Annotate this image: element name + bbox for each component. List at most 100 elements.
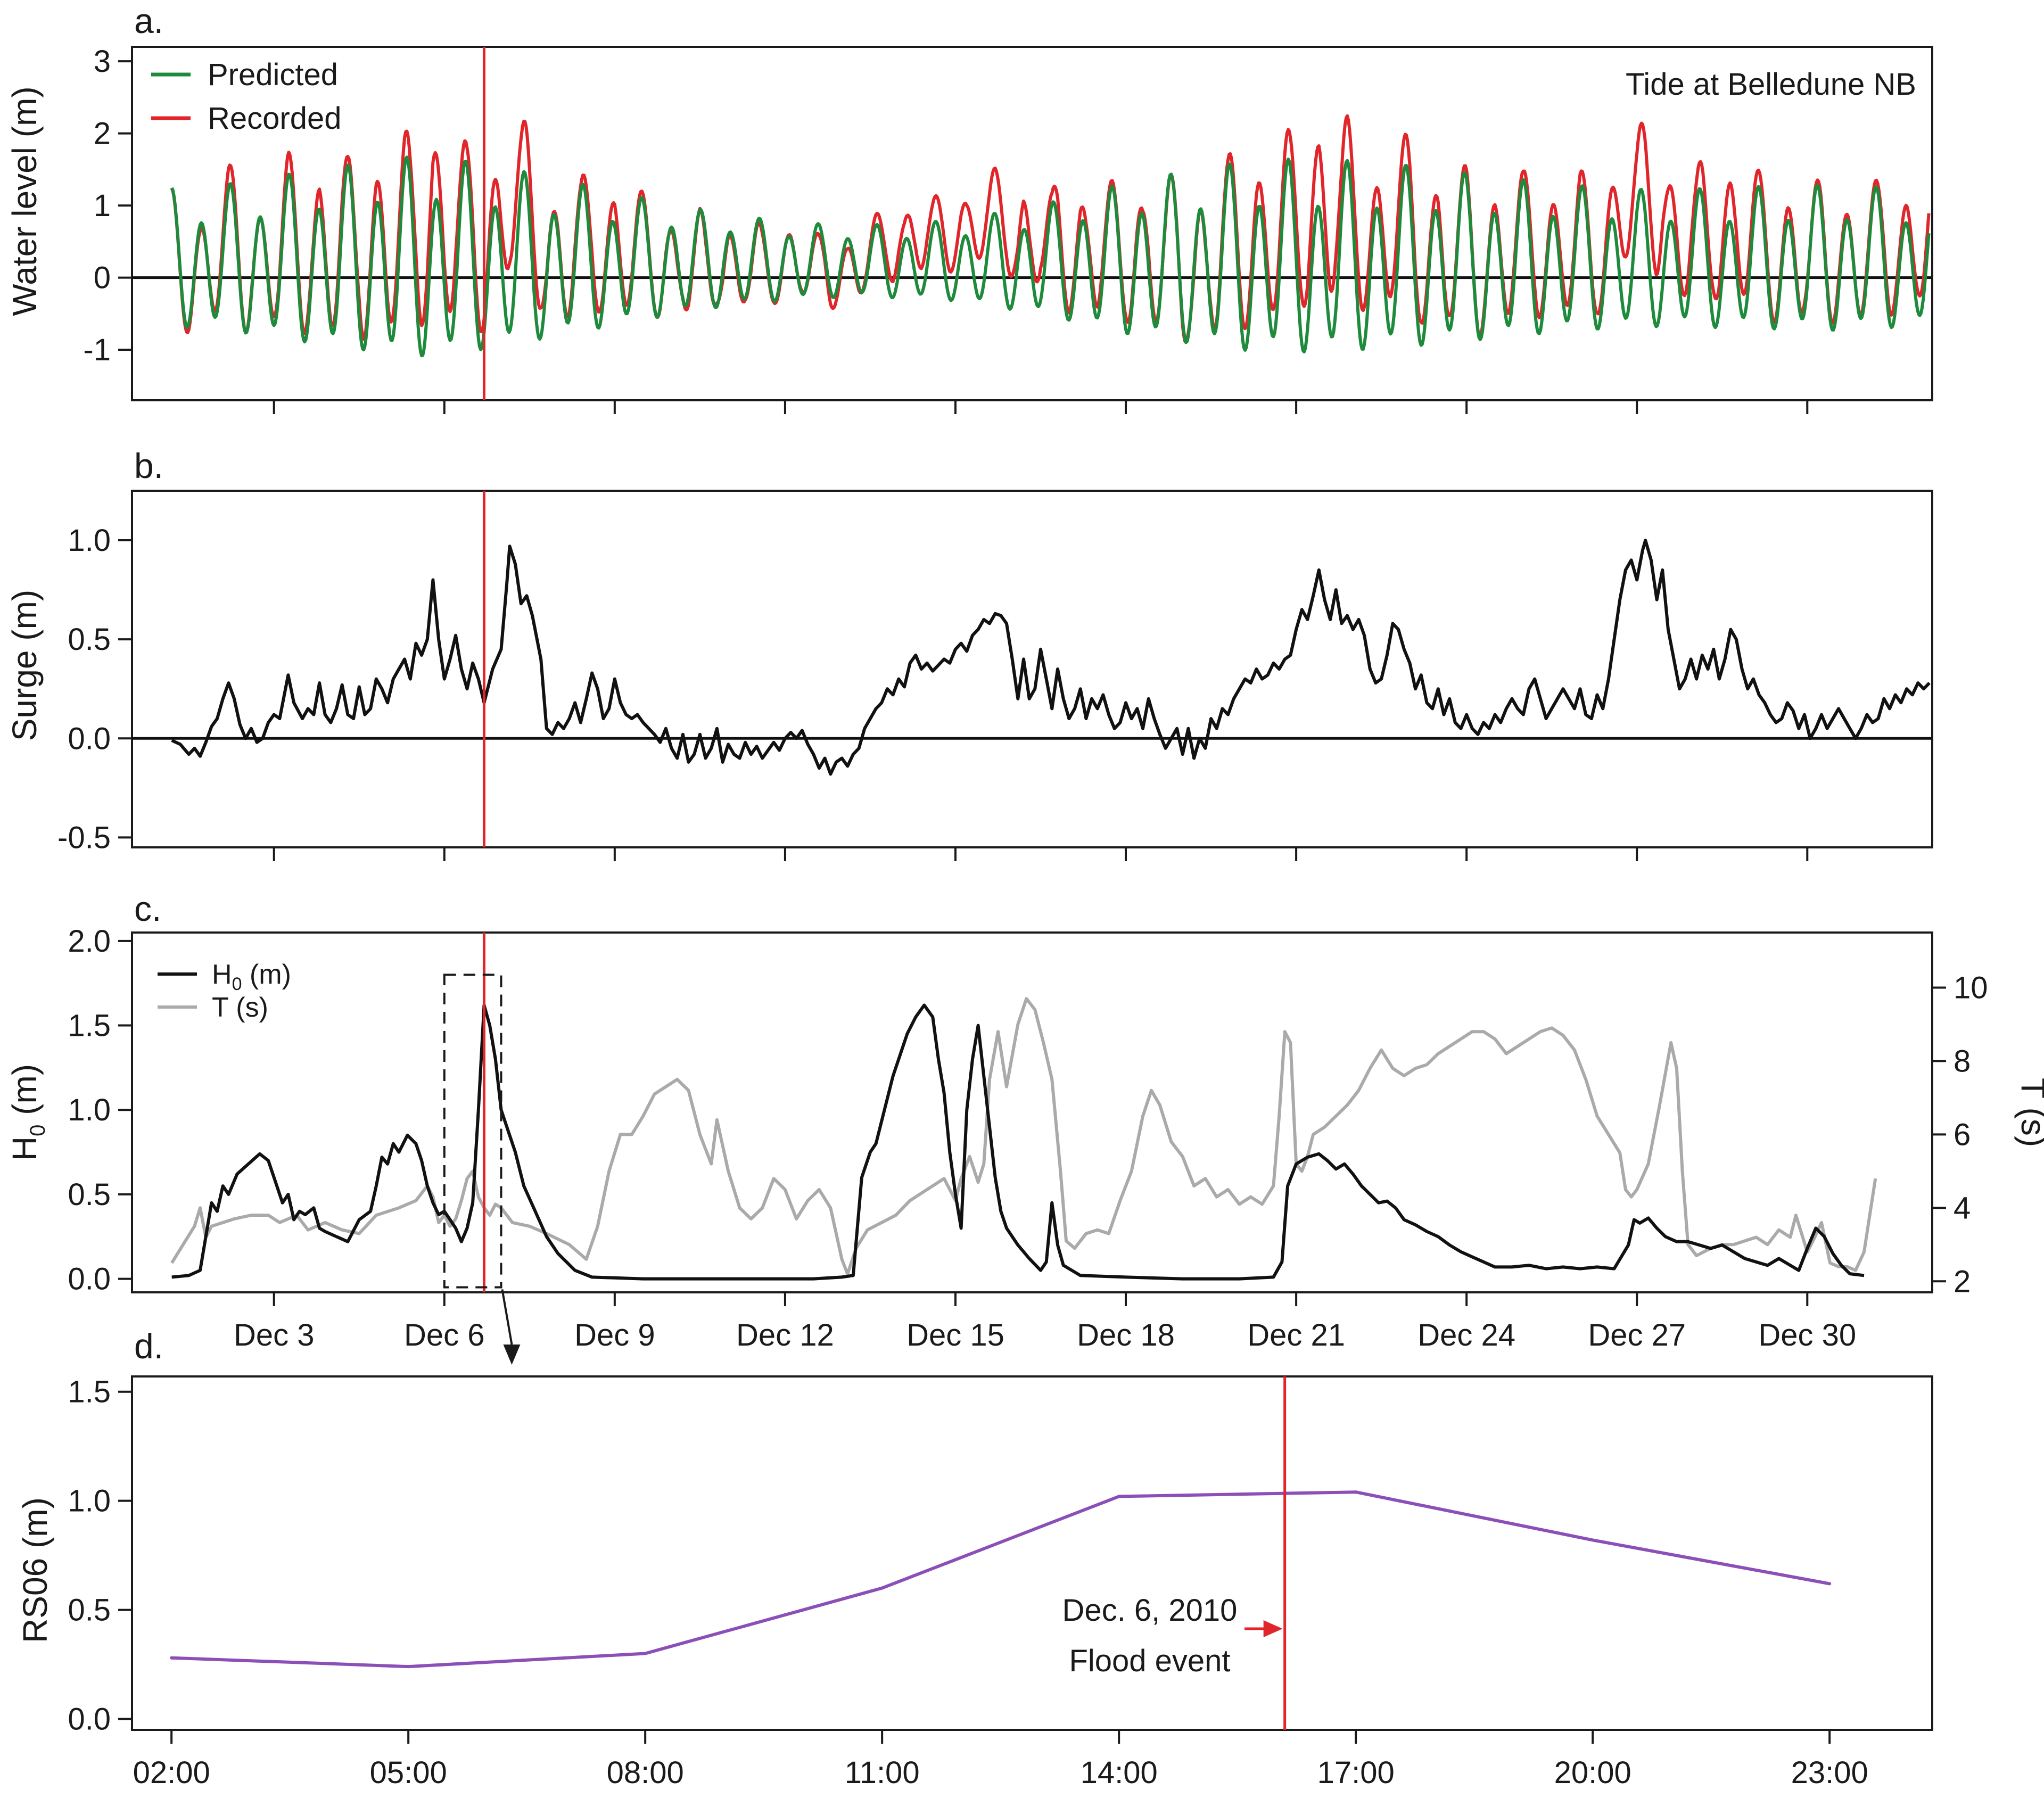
panel-c-left-ytick-label: 0.0 <box>68 1262 111 1297</box>
panel-c-xtick-label: Dec 3 <box>234 1318 315 1352</box>
rs06-point <box>1117 1495 1121 1498</box>
panel-d-xtick-label: 02:00 <box>133 1755 210 1790</box>
panel-c-right-ytick-label: 6 <box>1954 1117 1971 1152</box>
rs06-point <box>644 1652 647 1655</box>
panel-c-xtick-label: Dec 9 <box>574 1318 655 1352</box>
flood-annotation-date: Dec. 6, 2010 <box>1062 1593 1238 1628</box>
panel-c-xtick-label: Dec 6 <box>404 1318 485 1352</box>
panel-d-xtick-label: 11:00 <box>845 1755 920 1790</box>
legend-label-predicted: Predicted <box>208 57 338 92</box>
legend-label-h0: H0 (m) <box>212 959 291 994</box>
series-surge-line <box>171 539 1931 776</box>
panel-c-left-ytick-label: 1.0 <box>68 1093 111 1127</box>
panel-c-y-title-sub: 0 <box>26 1125 50 1136</box>
panel-b-frame <box>131 490 1933 848</box>
panel-c-letter: c. <box>134 889 161 928</box>
flood-annotation-arrow <box>1244 1620 1283 1637</box>
series-predicted-line <box>170 155 1931 358</box>
panel-d-xtick-label: 14:00 <box>1081 1755 1158 1790</box>
panel-d-frame <box>131 1375 1933 1731</box>
zoom-box <box>443 974 502 1289</box>
rs06-point <box>170 1656 174 1660</box>
panel-d-ytick-label: 0.0 <box>68 1702 111 1737</box>
panel-c-xtick-label: Dec 12 <box>736 1318 834 1352</box>
panel-b-ytick-label: 0.0 <box>68 721 111 756</box>
panel-d-xtick-label: 23:00 <box>1791 1755 1868 1790</box>
panel-c-xtick-label: Dec 30 <box>1758 1318 1856 1352</box>
panel-c-waves: c. 0.0 0.5 1.0 1.5 2.0 2 4 6 8 10 Dec 3 Dec 6 Dec 9 D… <box>5 889 2044 1352</box>
panel-a-title: Tide at Belledune NB <box>1626 67 1916 102</box>
panel-d-ytick-label: 1.0 <box>68 1484 111 1519</box>
panel-b-axes: -0.5 0.0 0.5 1.0 <box>57 490 1933 861</box>
panel-a-legend: Predicted Recorded <box>151 57 341 136</box>
panel-c-legend: H0 (m) T (s) <box>158 959 291 1023</box>
panel-c-xtick-label: Dec 18 <box>1077 1318 1175 1352</box>
panel-a-frame <box>131 46 1933 401</box>
rs06-point <box>1354 1490 1358 1494</box>
rs06-point <box>407 1665 410 1669</box>
series-wave-height-line <box>171 1003 1865 1281</box>
panel-b-series <box>171 491 1931 847</box>
legend-label-h0-sub: 0 <box>232 974 242 994</box>
panel-d-series <box>170 1376 1832 1730</box>
series-recorded-line <box>170 114 1931 344</box>
panel-c-left-ytick-label: 1.5 <box>68 1009 111 1043</box>
panel-a-series <box>170 47 1931 400</box>
zoom-connector <box>501 1289 521 1365</box>
panel-d-y-axis-title: RS06 (m) <box>16 1497 54 1643</box>
flood-annotation-label: Flood event <box>1069 1644 1230 1678</box>
panel-c-xtick-label: Dec 21 <box>1247 1318 1345 1352</box>
panel-d-axes: 0.0 0.5 1.0 1.5 02:00 05:00 08:00 11:00 14:00 17:… <box>68 1375 1933 1790</box>
rs06-point <box>880 1586 884 1590</box>
panel-b-surge: b. -0.5 0.0 0.5 1.0 Surge (m) <box>5 446 1933 861</box>
panel-a-ytick-label: 1 <box>94 188 111 223</box>
legend-label-h0-main: H <box>212 959 232 990</box>
panel-c-left-ytick-label: 0.5 <box>68 1177 111 1212</box>
panel-c-right-ytick-label: 2 <box>1954 1264 1971 1299</box>
panel-c-left-ytick-label: 2.0 <box>68 924 111 959</box>
panel-a-letter: a. <box>134 1 163 40</box>
panel-d-xtick-label: 05:00 <box>370 1755 447 1790</box>
panel-c-right-ytick-label: 4 <box>1954 1191 1971 1225</box>
panel-c-y-axis-title-right: T (s) <box>2014 1078 2044 1147</box>
panel-b-ytick-label: -0.5 <box>57 820 111 855</box>
flood-annotation-arrow-head <box>1263 1620 1283 1637</box>
panel-d-xtick-label: 20:00 <box>1554 1755 1631 1790</box>
panel-a-ytick-label: 3 <box>94 44 111 79</box>
panel-c-y-axis-title-left: H0 (m) <box>5 1064 50 1161</box>
legend-label-t: T (s) <box>212 992 268 1023</box>
panel-c-y-title-unit: (m) <box>5 1064 44 1125</box>
panel-c-right-ytick-label: 8 <box>1954 1044 1971 1078</box>
panel-b-y-axis-title: Surge (m) <box>5 590 44 741</box>
panel-d-ytick-label: 1.5 <box>68 1375 111 1409</box>
panel-c-xtick-label: Dec 15 <box>906 1318 1004 1352</box>
series-rs06-line <box>171 1490 1830 1669</box>
rs06-point <box>1828 1582 1832 1586</box>
panel-d-xtick-label: 08:00 <box>607 1755 684 1790</box>
panel-d-xtick-label: 17:00 <box>1317 1755 1395 1790</box>
panel-b-ytick-label: 1.0 <box>68 523 111 558</box>
series-period-line <box>170 997 1877 1276</box>
zoom-arrow-head <box>503 1345 521 1365</box>
panel-c-y-title-h: H <box>5 1136 44 1161</box>
panel-c-xtick-label: Dec 27 <box>1588 1318 1686 1352</box>
panel-a-ytick-label: 0 <box>94 261 111 295</box>
panel-a-ytick-label: 2 <box>94 117 111 151</box>
panel-a-ytick-label: -1 <box>83 333 111 367</box>
panel-c-axes: 0.0 0.5 1.0 1.5 2.0 2 4 6 8 10 Dec 3 Dec 6 Dec 9 Dec … <box>68 924 1988 1352</box>
panel-c-series <box>170 933 1877 1292</box>
panel-d-rs06: d. 0.0 0.5 1.0 1.5 02:00 05:00 08:00 11:00 14:00… <box>16 1326 1933 1790</box>
zoom-arrow-shaft <box>501 1289 513 1345</box>
legend-label-h0-unit: (m) <box>242 959 291 990</box>
panel-a-water-level: a. -1 0 1 2 3 Water level (m) Tide at Belled… <box>5 1 1933 414</box>
panel-d-letter: d. <box>134 1326 163 1366</box>
panel-c-right-ytick-label: 10 <box>1954 970 1988 1005</box>
panel-d-ytick-label: 0.5 <box>68 1593 111 1628</box>
panel-b-ytick-label: 0.5 <box>68 622 111 657</box>
legend-label-recorded: Recorded <box>208 101 341 136</box>
panel-a-y-axis-title: Water level (m) <box>5 86 44 316</box>
rs06-point <box>1591 1538 1595 1542</box>
panel-c-frame <box>131 931 1933 1293</box>
